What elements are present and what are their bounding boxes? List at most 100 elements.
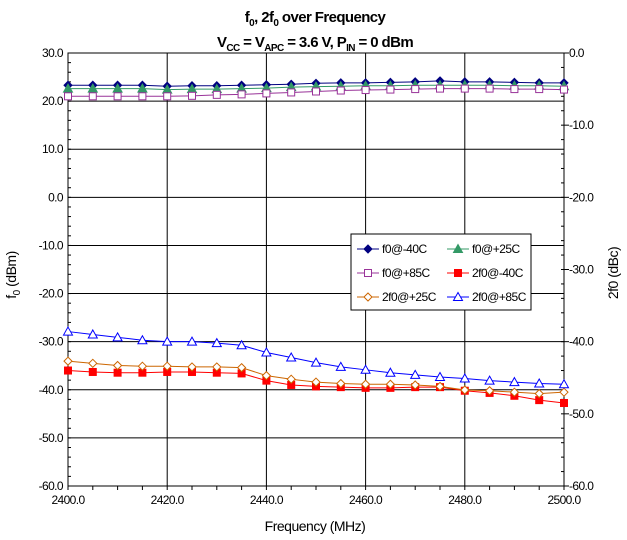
legend-label: 2f0@+85C — [472, 290, 527, 304]
data-point — [360, 379, 371, 389]
legend-marker — [364, 269, 372, 277]
data-point — [112, 83, 123, 93]
data-point — [211, 337, 223, 348]
data-point — [409, 369, 421, 379]
data-point — [261, 346, 272, 357]
data-point — [285, 352, 297, 362]
data-point — [312, 87, 320, 96]
data-point — [88, 358, 98, 369]
data-point — [161, 336, 173, 346]
data-point — [212, 90, 221, 99]
data-point — [560, 399, 568, 408]
x-tick-label: 2400.0 — [51, 493, 85, 507]
data-point — [509, 376, 520, 387]
data-point — [559, 387, 569, 397]
data-point — [310, 357, 322, 367]
data-point — [336, 86, 345, 95]
legend-marker — [363, 292, 373, 302]
data-point — [509, 387, 520, 397]
x-tick-label: 2460.0 — [349, 493, 383, 507]
y-left-tick-label: -60.0 — [39, 479, 64, 493]
data-point — [87, 328, 99, 339]
legend-item: 2f0@+25C — [357, 290, 437, 304]
data-point — [113, 368, 122, 377]
legend-item: f0@+85C — [357, 266, 431, 280]
data-point — [112, 331, 123, 342]
series-2f0@+25C — [63, 356, 569, 399]
data-point — [212, 362, 222, 372]
data-point — [63, 356, 73, 366]
data-point — [236, 362, 247, 373]
data-point — [534, 388, 544, 399]
data-point — [360, 364, 371, 374]
series-layer — [62, 76, 570, 408]
data-point — [187, 362, 197, 372]
data-point — [188, 91, 196, 100]
data-point — [435, 381, 445, 392]
data-point — [88, 367, 97, 376]
data-point — [460, 385, 470, 395]
data-point — [137, 83, 148, 93]
data-point — [459, 372, 471, 383]
data-point — [137, 334, 148, 345]
legend-marker — [452, 291, 464, 301]
plot-area — [67, 52, 565, 487]
data-point — [112, 360, 123, 371]
legend-item: f0@-40C — [357, 242, 428, 256]
data-point — [385, 379, 396, 389]
data-point — [434, 371, 446, 382]
y-left-tick-label: 30.0 — [42, 46, 64, 60]
legend-label: f0@+85C — [382, 266, 431, 280]
data-point — [88, 92, 97, 101]
y-left-tick-label: -10.0 — [39, 238, 64, 252]
legend-marker — [452, 243, 464, 253]
chart-title-line1: f0, 2f0 over Frequency — [245, 9, 387, 29]
legend-marker — [363, 244, 373, 254]
legend-item: 2f0@-40C — [447, 266, 524, 280]
data-point — [64, 366, 72, 375]
data-point — [484, 386, 495, 396]
legend-label: f0@+25C — [472, 242, 521, 256]
data-point — [262, 89, 271, 98]
data-point — [62, 83, 74, 93]
y-left-tick-label: 20.0 — [42, 94, 64, 108]
legend: f0@-40C f0@+25C f0@+85C 2f0@-40C 2f0@+25C 2f0… — [350, 233, 532, 311]
legend-item: 2f0@+85C — [447, 290, 527, 304]
legend-label: f0@-40C — [382, 242, 428, 256]
y-right-tick-label: 0.0 — [569, 46, 585, 60]
y-axis-left-label: f0 (dBm) — [3, 251, 23, 298]
data-point — [336, 378, 346, 389]
x-tick-label: 2500.0 — [547, 493, 581, 507]
data-point — [237, 90, 246, 99]
x-axis-label: Frequency (MHz) — [265, 518, 366, 534]
data-point — [411, 85, 420, 94]
data-point — [163, 92, 172, 101]
y-right-tick-label: -50.0 — [569, 407, 594, 421]
data-point — [485, 84, 494, 93]
y-left-tick-label: -50.0 — [39, 431, 64, 445]
ticks: 30.0 20.0 10.0 0.0 -10.0 -20.0 -30.0 -40.0 -50.0… — [39, 46, 595, 507]
y-right-tick-label: -10.0 — [569, 118, 594, 132]
y-right-tick-label: -30.0 — [569, 263, 594, 277]
series-f0@+85C — [64, 84, 568, 101]
data-point — [64, 92, 72, 101]
data-point — [62, 326, 74, 336]
data-point — [460, 84, 469, 93]
data-point — [560, 85, 568, 94]
y-right-tick-label: -20.0 — [569, 190, 594, 204]
data-point — [335, 361, 347, 371]
data-point — [410, 380, 420, 390]
chart-title-line2: VCC = VAPC = 3.6 V, PIN = 0 dBm — [217, 34, 413, 54]
data-point — [287, 88, 296, 97]
data-point — [236, 339, 247, 350]
data-point — [558, 378, 570, 389]
data-point — [286, 374, 296, 384]
data-point — [533, 378, 545, 388]
legend-marker — [454, 269, 462, 277]
data-point — [87, 83, 99, 93]
x-tick-label: 2420.0 — [151, 493, 185, 507]
data-point — [361, 86, 370, 95]
y-right-tick-label: -60.0 — [569, 479, 594, 493]
legend-item: f0@+25C — [447, 242, 521, 256]
